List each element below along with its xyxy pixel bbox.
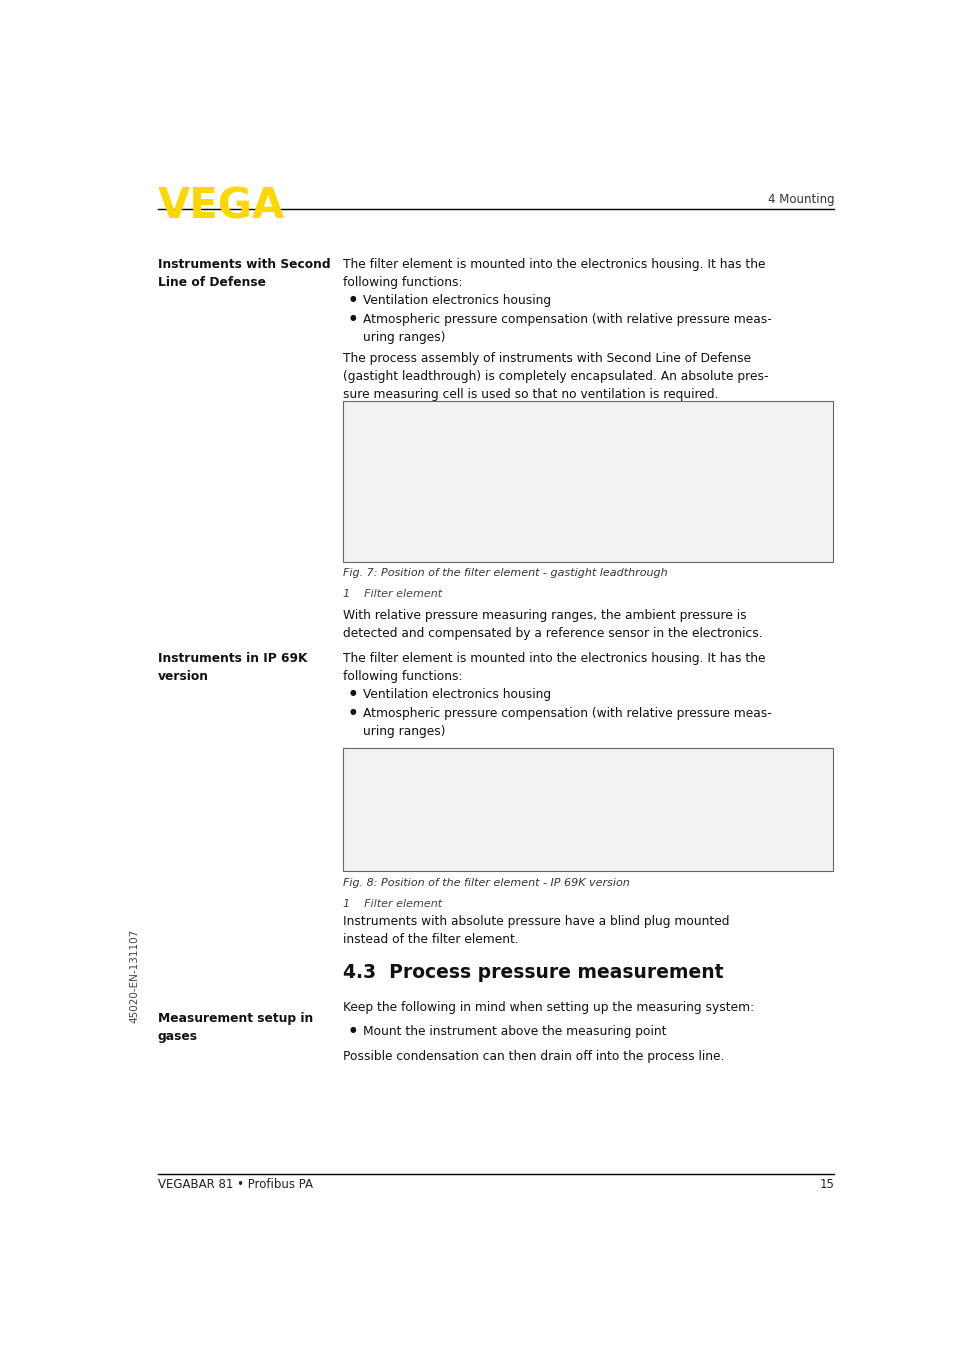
Text: 4 Mounting: 4 Mounting [767,194,833,206]
Text: VEGABAR 81 • Profibus PA: VEGABAR 81 • Profibus PA [157,1178,313,1192]
Text: 45020-EN-131107: 45020-EN-131107 [129,929,139,1022]
Text: The filter element is mounted into the electronics housing. It has the
following: The filter element is mounted into the e… [342,257,764,288]
Text: The filter element is mounted into the electronics housing. It has the
following: The filter element is mounted into the e… [342,653,764,684]
Text: Instruments with absolute pressure have a blind plug mounted
instead of the filt: Instruments with absolute pressure have … [342,915,728,946]
Text: Atmospheric pressure compensation (with relative pressure meas-
uring ranges): Atmospheric pressure compensation (with … [363,707,771,738]
Text: 4.3  Process pressure measurement: 4.3 Process pressure measurement [342,963,722,982]
Text: VEGA: VEGA [157,185,285,227]
Text: Fig. 8: Position of the filter element - IP 69K version: Fig. 8: Position of the filter element -… [342,877,629,888]
Text: Ventilation electronics housing: Ventilation electronics housing [363,294,551,307]
Text: 15: 15 [819,1178,833,1192]
Text: Instruments with Second
Line of Defense: Instruments with Second Line of Defense [157,257,330,288]
Text: ●: ● [350,688,356,697]
Text: With relative pressure measuring ranges, the ambient pressure is
detected and co: With relative pressure measuring ranges,… [342,609,761,639]
Text: Mount the instrument above the measuring point: Mount the instrument above the measuring… [363,1025,666,1037]
Text: Fig. 7: Position of the filter element - gastight leadthrough: Fig. 7: Position of the filter element -… [342,569,666,578]
Text: Measurement setup in
gases: Measurement setup in gases [157,1013,313,1043]
Text: 1    Filter element: 1 Filter element [342,589,441,598]
Text: Atmospheric pressure compensation (with relative pressure meas-
uring ranges): Atmospheric pressure compensation (with … [363,313,771,344]
Text: 1    Filter element: 1 Filter element [342,899,441,909]
Text: Instruments in IP 69K
version: Instruments in IP 69K version [157,653,307,684]
Text: Ventilation electronics housing: Ventilation electronics housing [363,688,551,701]
Text: ●: ● [350,313,356,322]
Text: Possible condensation can then drain off into the process line.: Possible condensation can then drain off… [342,1049,723,1063]
Bar [342,749,832,872]
Text: ●: ● [350,707,356,716]
Text: ●: ● [350,294,356,303]
Text: ●: ● [350,1025,356,1033]
Text: The process assembly of instruments with Second Line of Defense
(gastight leadth: The process assembly of instruments with… [342,352,767,401]
Text: Keep the following in mind when setting up the measuring system:: Keep the following in mind when setting … [342,1001,753,1014]
Bar [342,401,832,562]
